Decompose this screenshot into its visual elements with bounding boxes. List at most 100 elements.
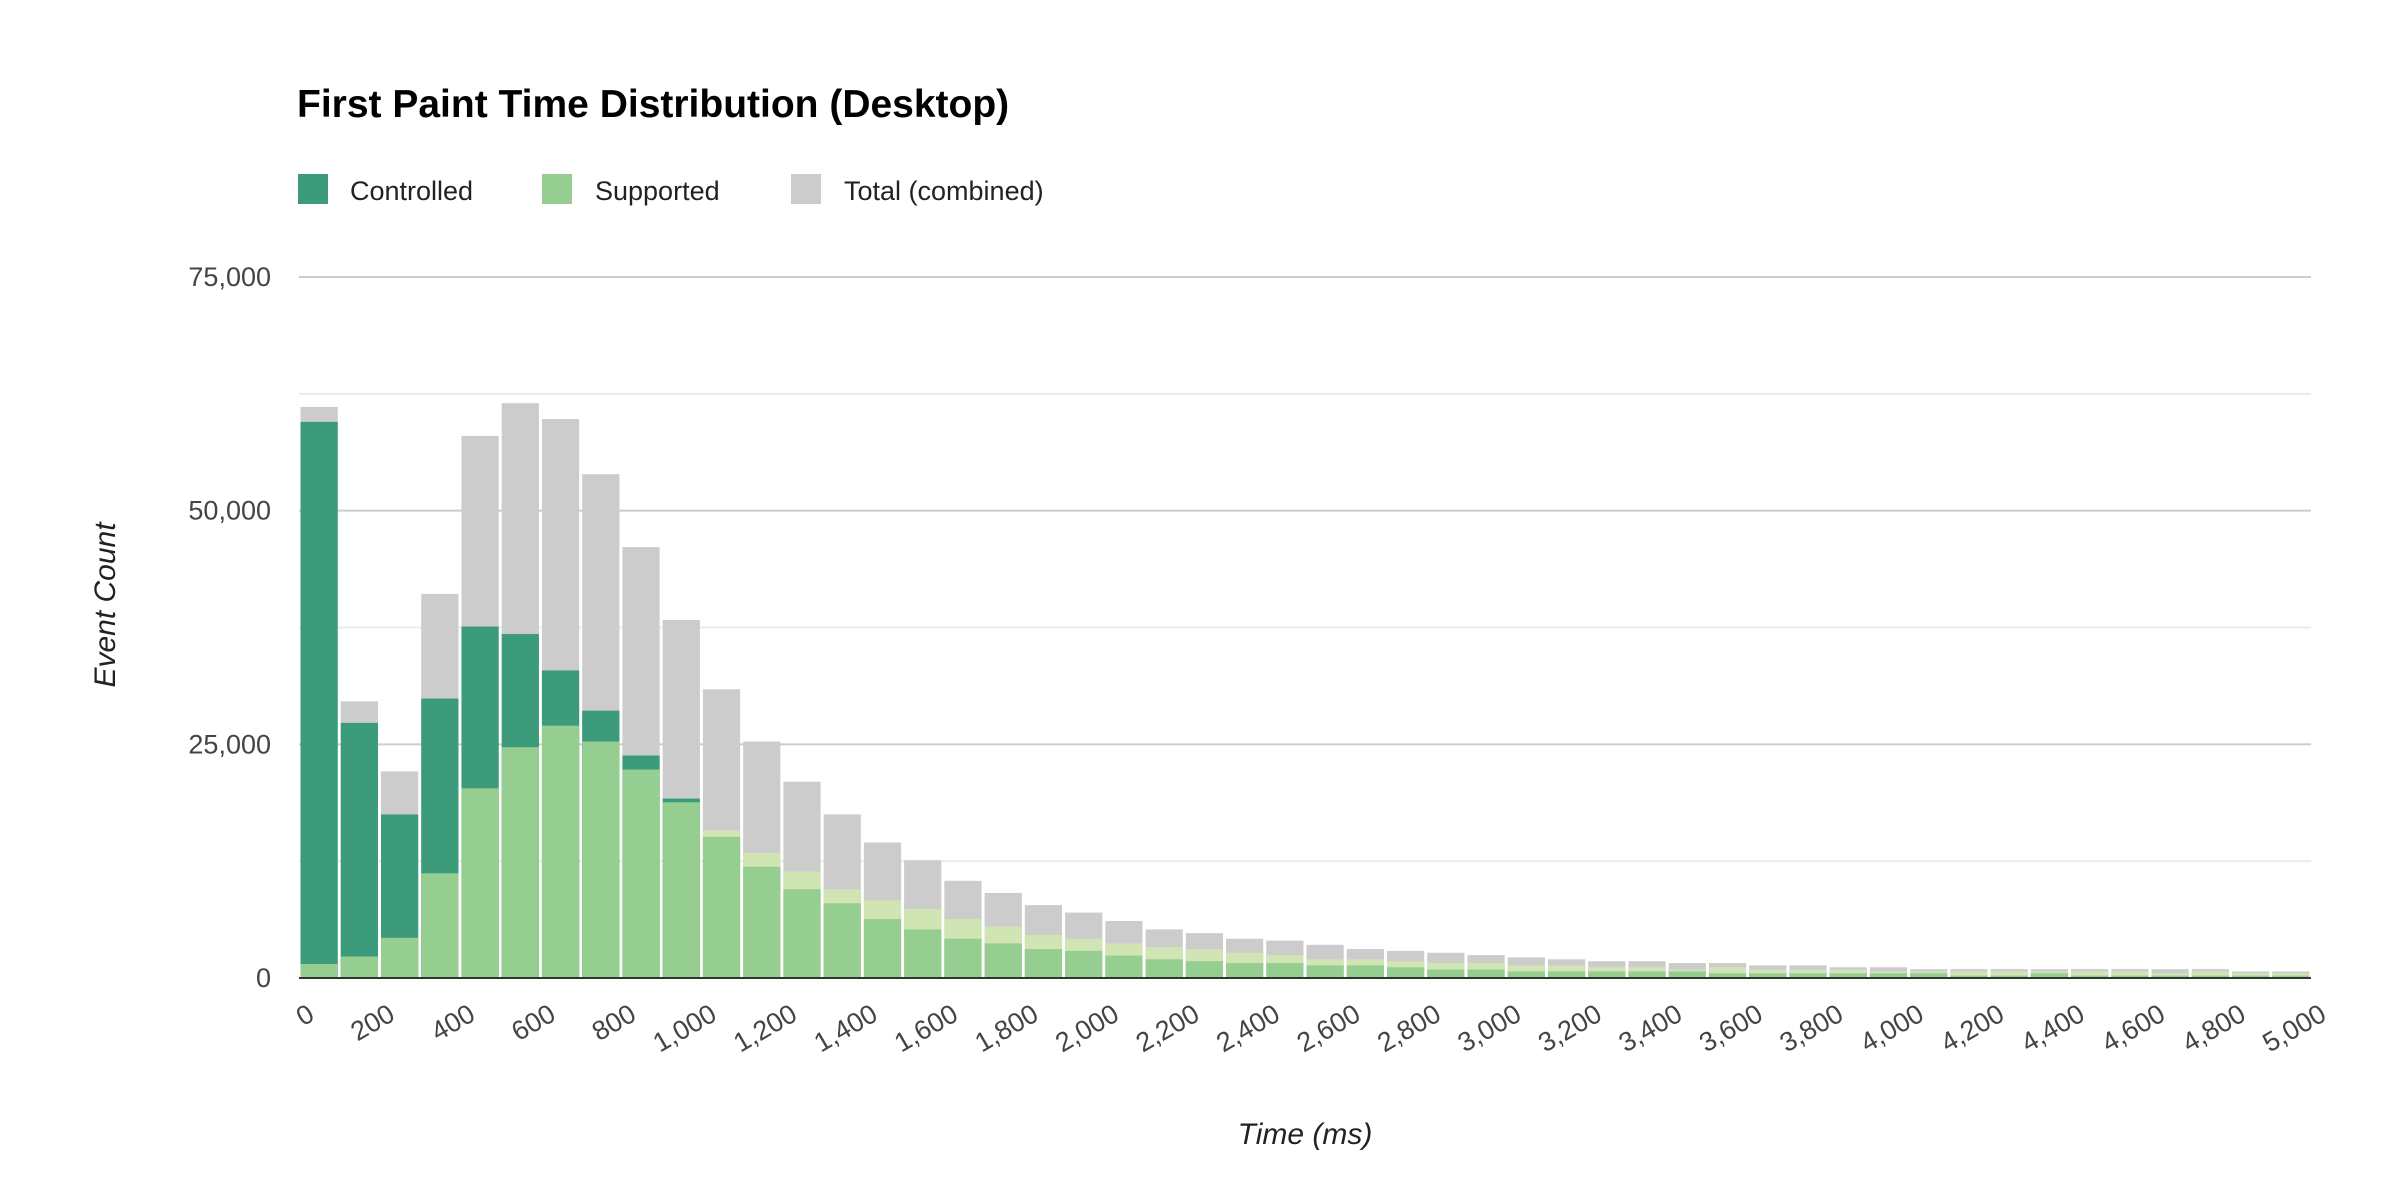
x-tick-label: 4,600: [2097, 998, 2171, 1058]
x-tick-label: 3,000: [1453, 998, 1527, 1058]
legend-swatch-total: [791, 174, 821, 204]
x-tick-label: 3,200: [1533, 998, 1607, 1058]
bar-supported: [541, 725, 580, 978]
legend: Controlled Supported Total (combined): [298, 174, 1044, 206]
bar-supported: [380, 937, 419, 978]
x-tick-label: 600: [506, 998, 560, 1047]
bar-supported: [2071, 975, 2109, 978]
bar-supported: [2232, 975, 2270, 978]
bar-supported: [823, 903, 861, 978]
legend-label-total: Total (combined): [844, 176, 1044, 206]
bar-supported: [944, 938, 982, 978]
bar-supported: [904, 929, 942, 978]
x-tick-label: 800: [587, 998, 641, 1047]
x-tick-label: 2,400: [1211, 998, 1285, 1058]
x-tick-label: 3,400: [1614, 998, 1688, 1058]
bar-supported: [1829, 973, 1867, 978]
y-axis-title: Event Count: [89, 521, 122, 688]
bar-supported: [1105, 955, 1143, 978]
bar-supported: [622, 769, 660, 978]
bar-supported: [1185, 961, 1224, 978]
bar-supported: [1427, 969, 1465, 978]
bar-supported: [1145, 959, 1183, 978]
x-tick-label: 1,200: [728, 998, 802, 1058]
bar-supported: [2272, 975, 2310, 978]
bar-supported: [1588, 971, 1626, 978]
bar-supported: [1910, 973, 1948, 978]
bar-supported: [2151, 975, 2189, 978]
x-tick-label: 3,600: [1694, 998, 1768, 1058]
y-tick-label: 0: [256, 963, 271, 993]
y-tick-label: 50,000: [188, 496, 271, 526]
y-tick-labels: 0 25,000 50,000 75,000: [188, 262, 271, 993]
bar-supported: [783, 889, 821, 978]
legend-swatch-supported: [542, 174, 572, 204]
x-tick-label: 5,000: [2257, 998, 2331, 1058]
x-tick-label: 3,800: [1775, 998, 1849, 1058]
y-tick-label: 25,000: [188, 729, 271, 759]
x-tick-label: 4,200: [1936, 998, 2010, 1058]
bar-supported: [662, 802, 700, 978]
bar-supported: [300, 963, 338, 978]
x-tick-label: 4,800: [2177, 998, 2251, 1058]
bars: [300, 403, 2310, 979]
x-tick-label: 2,200: [1131, 998, 1205, 1058]
x-tick-label: 1,600: [889, 998, 963, 1058]
bar-supported: [2111, 975, 2149, 978]
bar-supported: [1266, 963, 1304, 978]
bar-supported: [582, 741, 620, 978]
bar-pale: [1708, 967, 1747, 978]
legend-label-supported: Supported: [595, 176, 720, 206]
x-tick-label: 4,000: [1855, 998, 1929, 1058]
bar-pale: [2071, 971, 2109, 978]
x-tick-label: 2,600: [1292, 998, 1366, 1058]
x-tick-label: 4,400: [2016, 998, 2090, 1058]
bar-supported: [1507, 971, 1545, 978]
bar-supported: [743, 866, 781, 978]
bar-supported: [984, 943, 1022, 978]
bar-pale: [1990, 971, 2028, 978]
chart-title: First Paint Time Distribution (Desktop): [297, 83, 1009, 126]
x-tick-label: 0: [291, 998, 319, 1031]
bar-supported: [1950, 975, 1988, 978]
bar-supported: [1869, 973, 1908, 978]
bar-supported: [1024, 949, 1063, 978]
bar-supported: [461, 788, 499, 978]
bar-supported: [1226, 963, 1264, 978]
bar-supported: [1547, 971, 1586, 978]
bar-supported: [1990, 975, 2028, 978]
bar-supported: [863, 919, 902, 978]
bar-supported: [1065, 950, 1103, 978]
legend-swatch-controlled: [298, 174, 328, 204]
bar-supported: [702, 836, 741, 978]
bar-supported: [1668, 971, 1706, 978]
x-tick-label: 2,000: [1050, 998, 1124, 1058]
x-tick-label: 2,800: [1372, 998, 1446, 1058]
legend-label-controlled: Controlled: [350, 176, 473, 206]
x-tick-labels: 0 200 400 600 800 1,000 1,200 1,400 1,600 1,800 2,…: [291, 998, 2331, 1058]
bar-supported: [1306, 965, 1344, 978]
bar-supported: [1386, 967, 1425, 978]
bar-supported: [421, 873, 459, 978]
x-axis-title: Time (ms): [1238, 1118, 1373, 1151]
x-tick-label: 400: [426, 998, 480, 1047]
bar-pale: [2191, 971, 2230, 978]
bar-supported: [1628, 971, 1666, 978]
bar-pale: [1950, 971, 1988, 978]
bar-supported: [2191, 975, 2230, 978]
bar-supported: [1467, 969, 1505, 978]
bar-supported: [1749, 973, 1787, 978]
bar-controlled: [340, 722, 378, 978]
bar-supported: [2030, 973, 2069, 978]
bar-supported: [1789, 973, 1827, 978]
bar-pale: [2111, 971, 2149, 978]
y-tick-label: 75,000: [188, 262, 271, 292]
bar-supported: [501, 747, 539, 978]
x-tick-label: 1,800: [970, 998, 1044, 1058]
bar-supported: [1708, 973, 1747, 978]
bar-supported: [1346, 965, 1384, 978]
bar-controlled: [300, 421, 338, 979]
bar-supported: [340, 956, 378, 978]
x-tick-label: 200: [345, 998, 399, 1047]
